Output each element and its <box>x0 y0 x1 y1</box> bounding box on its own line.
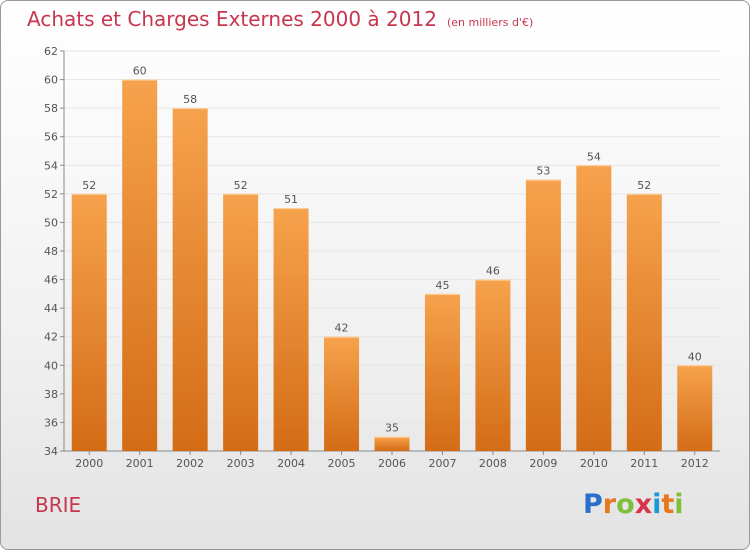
y-tick-label: 56 <box>44 131 58 144</box>
y-tick-label: 60 <box>44 74 58 87</box>
data-label: 42 <box>335 322 349 335</box>
y-tick-label: 38 <box>44 388 58 401</box>
x-tick-label: 2000 <box>75 457 103 470</box>
x-tick-label: 2010 <box>580 457 608 470</box>
x-tick-label: 2009 <box>529 457 557 470</box>
logo-letter: o <box>616 489 635 520</box>
bar <box>71 193 107 451</box>
y-tick-label: 42 <box>44 331 58 344</box>
data-label: 46 <box>486 265 500 278</box>
y-tick-label: 46 <box>44 274 58 287</box>
y-tick-label: 48 <box>44 245 58 258</box>
commune-name: BRIE <box>35 493 82 517</box>
bar <box>324 336 360 451</box>
data-label: 35 <box>385 422 399 435</box>
y-tick-label: 44 <box>44 302 58 315</box>
y-tick-label: 50 <box>44 216 58 229</box>
data-label: 58 <box>183 93 197 106</box>
data-label: 52 <box>637 179 651 192</box>
bar <box>525 179 561 452</box>
x-tick-label: 2003 <box>227 457 255 470</box>
data-label: 51 <box>284 193 298 206</box>
y-tick-label: 34 <box>44 445 58 458</box>
bar <box>374 436 410 451</box>
y-tick-label: 52 <box>44 188 58 201</box>
logo-letter: P <box>583 489 603 520</box>
y-tick-label: 40 <box>44 359 58 372</box>
data-label: 54 <box>587 150 601 163</box>
logo-letter: t <box>661 489 675 520</box>
y-tick-label: 36 <box>44 416 58 429</box>
x-tick-label: 2006 <box>378 457 406 470</box>
y-tick-label: 62 <box>44 45 58 58</box>
proxiti-logo: Proxiti <box>583 489 684 520</box>
x-tick-label: 2004 <box>277 457 305 470</box>
data-label: 52 <box>82 179 96 192</box>
bar <box>122 79 158 452</box>
bar <box>576 165 612 452</box>
chart-unit: (en milliers d'€) <box>446 16 534 29</box>
x-tick-label: 2001 <box>126 457 154 470</box>
bar <box>172 108 208 452</box>
data-label: 60 <box>133 65 147 78</box>
data-label: 53 <box>536 165 550 178</box>
bar <box>424 293 460 451</box>
data-label: 40 <box>688 350 702 363</box>
data-label: 52 <box>234 179 248 192</box>
logo-letter: x <box>634 489 653 520</box>
x-tick-label: 2011 <box>630 457 658 470</box>
logo-letter: i <box>652 489 662 520</box>
bar <box>677 365 713 451</box>
chart-title-text: Achats et Charges Externes 2000 à 2012 <box>27 7 437 31</box>
x-tick-label: 2002 <box>176 457 204 470</box>
bar <box>223 193 259 451</box>
x-tick-label: 2012 <box>681 457 709 470</box>
chart-title: Achats et Charges Externes 2000 à 2012 (e… <box>27 7 533 31</box>
x-tick-label: 2007 <box>428 457 456 470</box>
logo-letter: r <box>602 489 617 520</box>
logo-letter: i <box>674 489 684 520</box>
bar <box>626 193 662 451</box>
x-tick-label: 2008 <box>479 457 507 470</box>
y-tick-label: 58 <box>44 102 58 115</box>
bar <box>475 279 511 451</box>
bar <box>273 208 309 451</box>
data-label: 45 <box>435 279 449 292</box>
x-tick-label: 2005 <box>328 457 356 470</box>
y-tick-label: 54 <box>44 159 58 172</box>
